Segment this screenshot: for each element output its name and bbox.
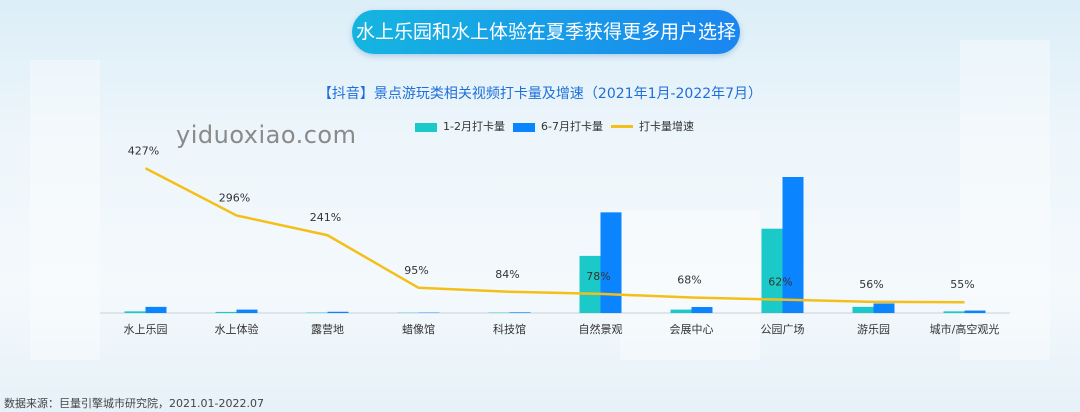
legend-item-growth: 打卡量增速 xyxy=(611,118,694,134)
legend-item-series1: 1-2月打卡量 xyxy=(415,118,505,134)
background-building xyxy=(960,40,1050,360)
x-tick-label: 游乐园 xyxy=(857,323,890,336)
x-tick-label: 科技馆 xyxy=(493,322,526,336)
bar-series1 xyxy=(124,311,146,313)
bar-series2 xyxy=(236,309,258,313)
growth-data-label: 68% xyxy=(677,274,701,287)
bar-series1 xyxy=(579,255,601,313)
x-tick-label: 水上乐园 xyxy=(124,323,168,336)
legend-item-series2: 6-7月打卡量 xyxy=(513,118,603,134)
bar-series1 xyxy=(852,306,874,313)
growth-data-label: 56% xyxy=(859,278,883,291)
bar-series1 xyxy=(215,311,237,313)
x-tick-label: 水上体验 xyxy=(215,322,259,336)
bar-series2 xyxy=(873,303,895,313)
growth-data-label: 427% xyxy=(128,144,159,157)
bar-series1 xyxy=(943,311,965,313)
growth-line xyxy=(144,167,965,304)
x-tick-label: 露营地 xyxy=(311,322,344,336)
legend-swatch xyxy=(513,122,535,132)
x-tick-label: 城市/高空观光 xyxy=(930,322,1000,336)
legend-swatch xyxy=(415,122,437,132)
legend-label: 1-2月打卡量 xyxy=(443,120,505,133)
x-tick-label: 会展中心 xyxy=(670,323,714,336)
bar-series2 xyxy=(600,212,622,313)
bar-series1 xyxy=(670,309,692,313)
x-tick-label: 自然景观 xyxy=(579,322,623,336)
bar-series2 xyxy=(509,312,531,313)
bar-series2 xyxy=(145,306,167,313)
bar-series2 xyxy=(327,311,349,313)
growth-data-label: 241% xyxy=(310,211,341,224)
growth-data-label: 84% xyxy=(495,268,519,281)
x-tick-label: 蜡像馆 xyxy=(402,322,435,336)
bar-series2 xyxy=(691,307,713,313)
background-building xyxy=(30,60,100,360)
growth-data-label: 78% xyxy=(586,270,610,283)
legend-swatch xyxy=(611,124,633,128)
headline-banner: 水上乐园和水上体验在夏季获得更多用户选择 xyxy=(352,10,740,54)
source-note: 数据来源：巨量引擎城市研究院，2021.01-2022.07 xyxy=(4,397,264,410)
growth-data-label: 55% xyxy=(950,278,974,291)
bar-series2 xyxy=(782,177,804,313)
growth-data-label: 95% xyxy=(404,264,428,277)
growth-data-label: 62% xyxy=(768,276,792,289)
bar-series1 xyxy=(761,228,783,313)
chart-title: 【抖音】景点游玩类相关视频打卡量及增速（2021年1月-2022年7月） xyxy=(317,86,763,102)
growth-data-label: 296% xyxy=(219,191,250,204)
background-building xyxy=(620,210,760,360)
legend-label: 6-7月打卡量 xyxy=(541,120,603,133)
legend-label: 打卡量增速 xyxy=(639,120,694,133)
bar-series2 xyxy=(964,310,986,313)
watermark: yiduoxiao.com xyxy=(176,121,357,149)
x-tick-label: 公园广场 xyxy=(761,322,805,336)
